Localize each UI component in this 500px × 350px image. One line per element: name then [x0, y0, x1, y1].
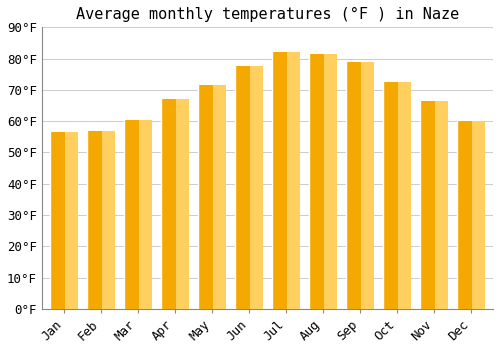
Bar	[309, 54, 324, 309]
Bar	[102, 131, 115, 309]
Bar	[66, 132, 78, 309]
Bar	[324, 54, 337, 309]
Bar	[87, 131, 102, 309]
Bar	[272, 52, 287, 309]
Bar	[346, 62, 362, 309]
Title: Average monthly temperatures (°F ) in Naze: Average monthly temperatures (°F ) in Na…	[76, 7, 459, 22]
Bar	[198, 85, 214, 309]
Bar	[420, 101, 436, 309]
Bar	[161, 99, 176, 309]
Bar	[383, 82, 398, 309]
Bar	[472, 121, 484, 309]
Bar	[50, 132, 66, 309]
Bar	[457, 121, 472, 309]
Bar	[214, 85, 226, 309]
Bar	[436, 101, 448, 309]
Bar	[288, 52, 300, 309]
Bar	[124, 120, 140, 309]
Bar	[250, 66, 263, 309]
Bar	[176, 99, 189, 309]
Bar	[362, 62, 374, 309]
Bar	[398, 82, 411, 309]
Bar	[140, 120, 152, 309]
Bar	[235, 66, 250, 309]
